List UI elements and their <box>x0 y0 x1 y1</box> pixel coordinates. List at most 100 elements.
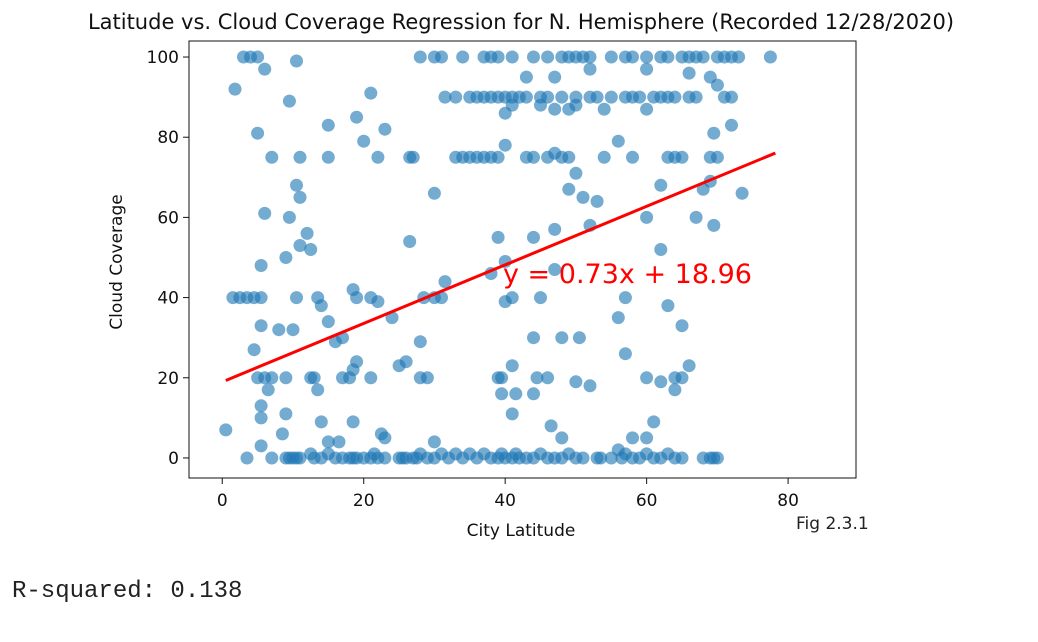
data-point <box>321 435 335 449</box>
data-point <box>569 375 583 389</box>
data-point <box>311 383 325 397</box>
data-point <box>725 118 738 132</box>
data-point <box>633 90 647 104</box>
y-axis-label: Cloud Coverage <box>107 194 127 329</box>
data-point <box>413 50 427 64</box>
data-point <box>647 415 661 429</box>
data-point <box>763 50 777 64</box>
data-point <box>403 235 417 248</box>
data-point <box>406 150 420 164</box>
data-point <box>350 291 364 305</box>
data-point <box>265 150 279 164</box>
regression-equation: y = 0.73x + 18.96 <box>503 259 752 290</box>
data-point <box>576 190 590 204</box>
data-point <box>640 50 654 64</box>
data-point <box>413 335 427 349</box>
data-point <box>519 90 533 104</box>
data-point <box>251 50 265 64</box>
data-point <box>438 90 452 104</box>
data-point <box>300 226 314 240</box>
data-point <box>583 62 597 76</box>
y-tick-label: 100 <box>147 48 179 68</box>
data-point <box>293 239 307 252</box>
data-point <box>505 98 519 112</box>
data-point <box>576 451 590 465</box>
data-point <box>290 178 303 192</box>
data-point <box>527 387 540 401</box>
data-point <box>378 122 392 136</box>
x-tick-label: 60 <box>636 491 658 511</box>
data-point <box>710 150 724 164</box>
data-point <box>583 50 597 64</box>
regression-line <box>225 151 776 382</box>
data-point <box>661 50 675 64</box>
data-point <box>498 295 512 309</box>
data-point <box>548 70 562 84</box>
data-point <box>590 90 604 104</box>
data-point <box>689 210 703 224</box>
data-point <box>604 90 618 104</box>
data-point <box>527 331 540 345</box>
data-point <box>562 182 576 196</box>
data-point <box>357 134 371 148</box>
data-point <box>495 371 509 385</box>
data-point <box>640 210 654 224</box>
data-point <box>707 218 721 232</box>
data-point <box>519 70 533 84</box>
data-point <box>668 383 682 397</box>
data-point <box>527 50 540 64</box>
data-point <box>640 371 654 385</box>
data-point <box>611 134 625 148</box>
chart-title: Latitude vs. Cloud Coverage Regression f… <box>88 10 954 34</box>
x-tick-label: 40 <box>494 491 516 511</box>
data-point <box>626 431 639 445</box>
data-point <box>321 118 335 132</box>
x-tick-label: 80 <box>777 491 799 511</box>
data-point <box>286 323 300 337</box>
data-point <box>498 138 512 152</box>
data-point <box>378 451 392 465</box>
data-point <box>509 387 523 401</box>
data-point <box>534 291 547 305</box>
data-point <box>495 387 509 401</box>
data-point <box>427 186 441 200</box>
data-point <box>314 415 328 429</box>
data-point <box>251 126 265 140</box>
data-point <box>527 150 540 164</box>
y-tick-label: 0 <box>168 449 179 469</box>
data-point <box>314 299 328 313</box>
data-point <box>378 431 392 445</box>
data-point <box>282 94 296 108</box>
data-point <box>675 319 689 333</box>
data-point <box>541 371 555 385</box>
data-point <box>505 50 519 64</box>
data-point <box>597 102 611 116</box>
data-point <box>265 371 279 385</box>
data-point <box>307 371 321 385</box>
data-point <box>371 150 385 164</box>
data-point <box>290 291 303 305</box>
data-point <box>228 82 242 96</box>
data-point <box>530 371 544 385</box>
data-point <box>640 102 654 116</box>
data-point <box>321 150 335 164</box>
data-point <box>254 259 268 272</box>
r-squared-output: R-squared: 0.138 <box>12 578 243 605</box>
data-point <box>583 379 597 393</box>
data-point <box>534 98 547 112</box>
data-point <box>279 251 293 264</box>
data-point <box>438 275 452 289</box>
data-point <box>569 98 583 112</box>
data-point <box>675 451 689 465</box>
data-point <box>364 371 378 385</box>
x-tick-label: 0 <box>217 491 228 511</box>
data-point <box>456 50 470 64</box>
data-point <box>350 355 364 369</box>
data-point <box>491 150 505 164</box>
data-point <box>279 407 293 421</box>
data-point <box>346 415 360 429</box>
figure-label: Fig 2.3.1 <box>796 514 869 534</box>
data-point <box>597 150 611 164</box>
data-point <box>654 178 668 192</box>
